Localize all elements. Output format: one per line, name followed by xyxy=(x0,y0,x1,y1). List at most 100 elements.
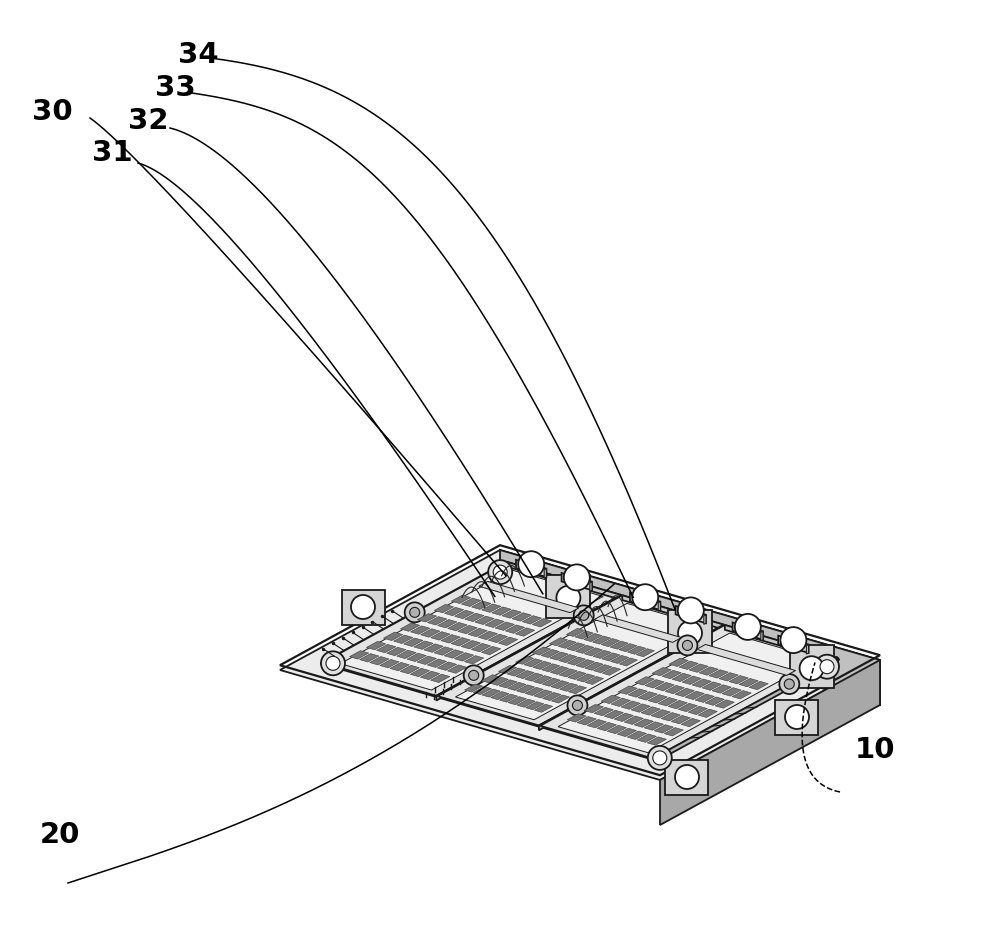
Polygon shape xyxy=(558,640,576,648)
Polygon shape xyxy=(534,704,553,712)
Polygon shape xyxy=(559,655,577,662)
Polygon shape xyxy=(719,673,738,681)
Polygon shape xyxy=(543,692,561,701)
Polygon shape xyxy=(604,710,623,719)
Circle shape xyxy=(469,671,479,680)
Polygon shape xyxy=(636,649,654,657)
Polygon shape xyxy=(664,727,683,736)
Polygon shape xyxy=(676,606,706,623)
Polygon shape xyxy=(436,595,621,701)
Circle shape xyxy=(678,621,702,645)
Polygon shape xyxy=(444,607,464,616)
Polygon shape xyxy=(601,695,620,704)
Polygon shape xyxy=(551,695,570,703)
Polygon shape xyxy=(366,641,386,650)
Text: 31: 31 xyxy=(92,139,132,167)
Polygon shape xyxy=(653,657,838,763)
Polygon shape xyxy=(678,703,697,711)
Polygon shape xyxy=(546,575,590,618)
Polygon shape xyxy=(584,634,602,641)
Polygon shape xyxy=(525,673,543,681)
Polygon shape xyxy=(541,650,559,657)
Text: 30: 30 xyxy=(32,97,72,126)
Polygon shape xyxy=(739,678,758,687)
Circle shape xyxy=(648,745,672,770)
Polygon shape xyxy=(709,670,728,678)
Polygon shape xyxy=(410,626,430,634)
Polygon shape xyxy=(526,702,544,710)
Polygon shape xyxy=(540,625,838,759)
Circle shape xyxy=(567,695,587,715)
Polygon shape xyxy=(704,615,706,624)
Polygon shape xyxy=(655,682,674,691)
Circle shape xyxy=(780,627,806,653)
Polygon shape xyxy=(672,674,691,682)
Polygon shape xyxy=(434,604,454,613)
Polygon shape xyxy=(451,638,470,646)
Polygon shape xyxy=(566,628,585,637)
Polygon shape xyxy=(340,570,603,690)
Polygon shape xyxy=(568,672,586,679)
Polygon shape xyxy=(675,689,694,696)
Polygon shape xyxy=(665,760,708,795)
Polygon shape xyxy=(400,665,419,674)
Circle shape xyxy=(405,603,425,622)
Polygon shape xyxy=(722,688,741,696)
Circle shape xyxy=(556,586,580,610)
Polygon shape xyxy=(434,647,453,656)
Polygon shape xyxy=(665,685,684,693)
Polygon shape xyxy=(458,625,477,634)
Polygon shape xyxy=(437,662,457,671)
Polygon shape xyxy=(444,650,464,658)
Text: 20: 20 xyxy=(40,821,80,850)
Polygon shape xyxy=(732,691,751,699)
Polygon shape xyxy=(512,613,531,622)
Polygon shape xyxy=(516,671,534,678)
Polygon shape xyxy=(515,628,535,637)
Text: 32: 32 xyxy=(128,107,168,135)
Polygon shape xyxy=(542,678,560,686)
Polygon shape xyxy=(697,644,796,675)
Polygon shape xyxy=(482,604,501,612)
Polygon shape xyxy=(498,665,517,674)
Polygon shape xyxy=(502,610,521,619)
Polygon shape xyxy=(397,650,416,658)
Polygon shape xyxy=(558,633,820,753)
Polygon shape xyxy=(280,550,880,780)
Polygon shape xyxy=(491,692,509,700)
Polygon shape xyxy=(593,636,611,644)
Polygon shape xyxy=(644,722,663,730)
Polygon shape xyxy=(424,644,443,653)
Polygon shape xyxy=(471,643,491,652)
Polygon shape xyxy=(614,713,633,722)
Polygon shape xyxy=(505,625,525,633)
Polygon shape xyxy=(576,645,594,654)
Polygon shape xyxy=(448,622,467,631)
Polygon shape xyxy=(539,624,724,730)
Polygon shape xyxy=(507,562,621,600)
Polygon shape xyxy=(349,651,369,659)
Polygon shape xyxy=(482,689,500,697)
Polygon shape xyxy=(668,610,712,653)
Polygon shape xyxy=(447,665,467,674)
Polygon shape xyxy=(597,723,616,730)
Polygon shape xyxy=(585,676,604,685)
Polygon shape xyxy=(475,616,494,624)
Polygon shape xyxy=(438,620,457,628)
Polygon shape xyxy=(617,728,636,737)
Polygon shape xyxy=(407,653,426,661)
Polygon shape xyxy=(472,601,491,609)
Polygon shape xyxy=(516,560,546,577)
Polygon shape xyxy=(593,650,611,658)
Polygon shape xyxy=(498,637,518,645)
Polygon shape xyxy=(660,660,880,825)
Polygon shape xyxy=(394,635,413,643)
Polygon shape xyxy=(485,619,504,627)
Polygon shape xyxy=(624,716,643,725)
Text: 34: 34 xyxy=(178,41,218,69)
Polygon shape xyxy=(542,664,560,672)
Polygon shape xyxy=(602,653,620,661)
Polygon shape xyxy=(532,647,551,655)
Polygon shape xyxy=(322,562,621,695)
Polygon shape xyxy=(688,707,707,714)
